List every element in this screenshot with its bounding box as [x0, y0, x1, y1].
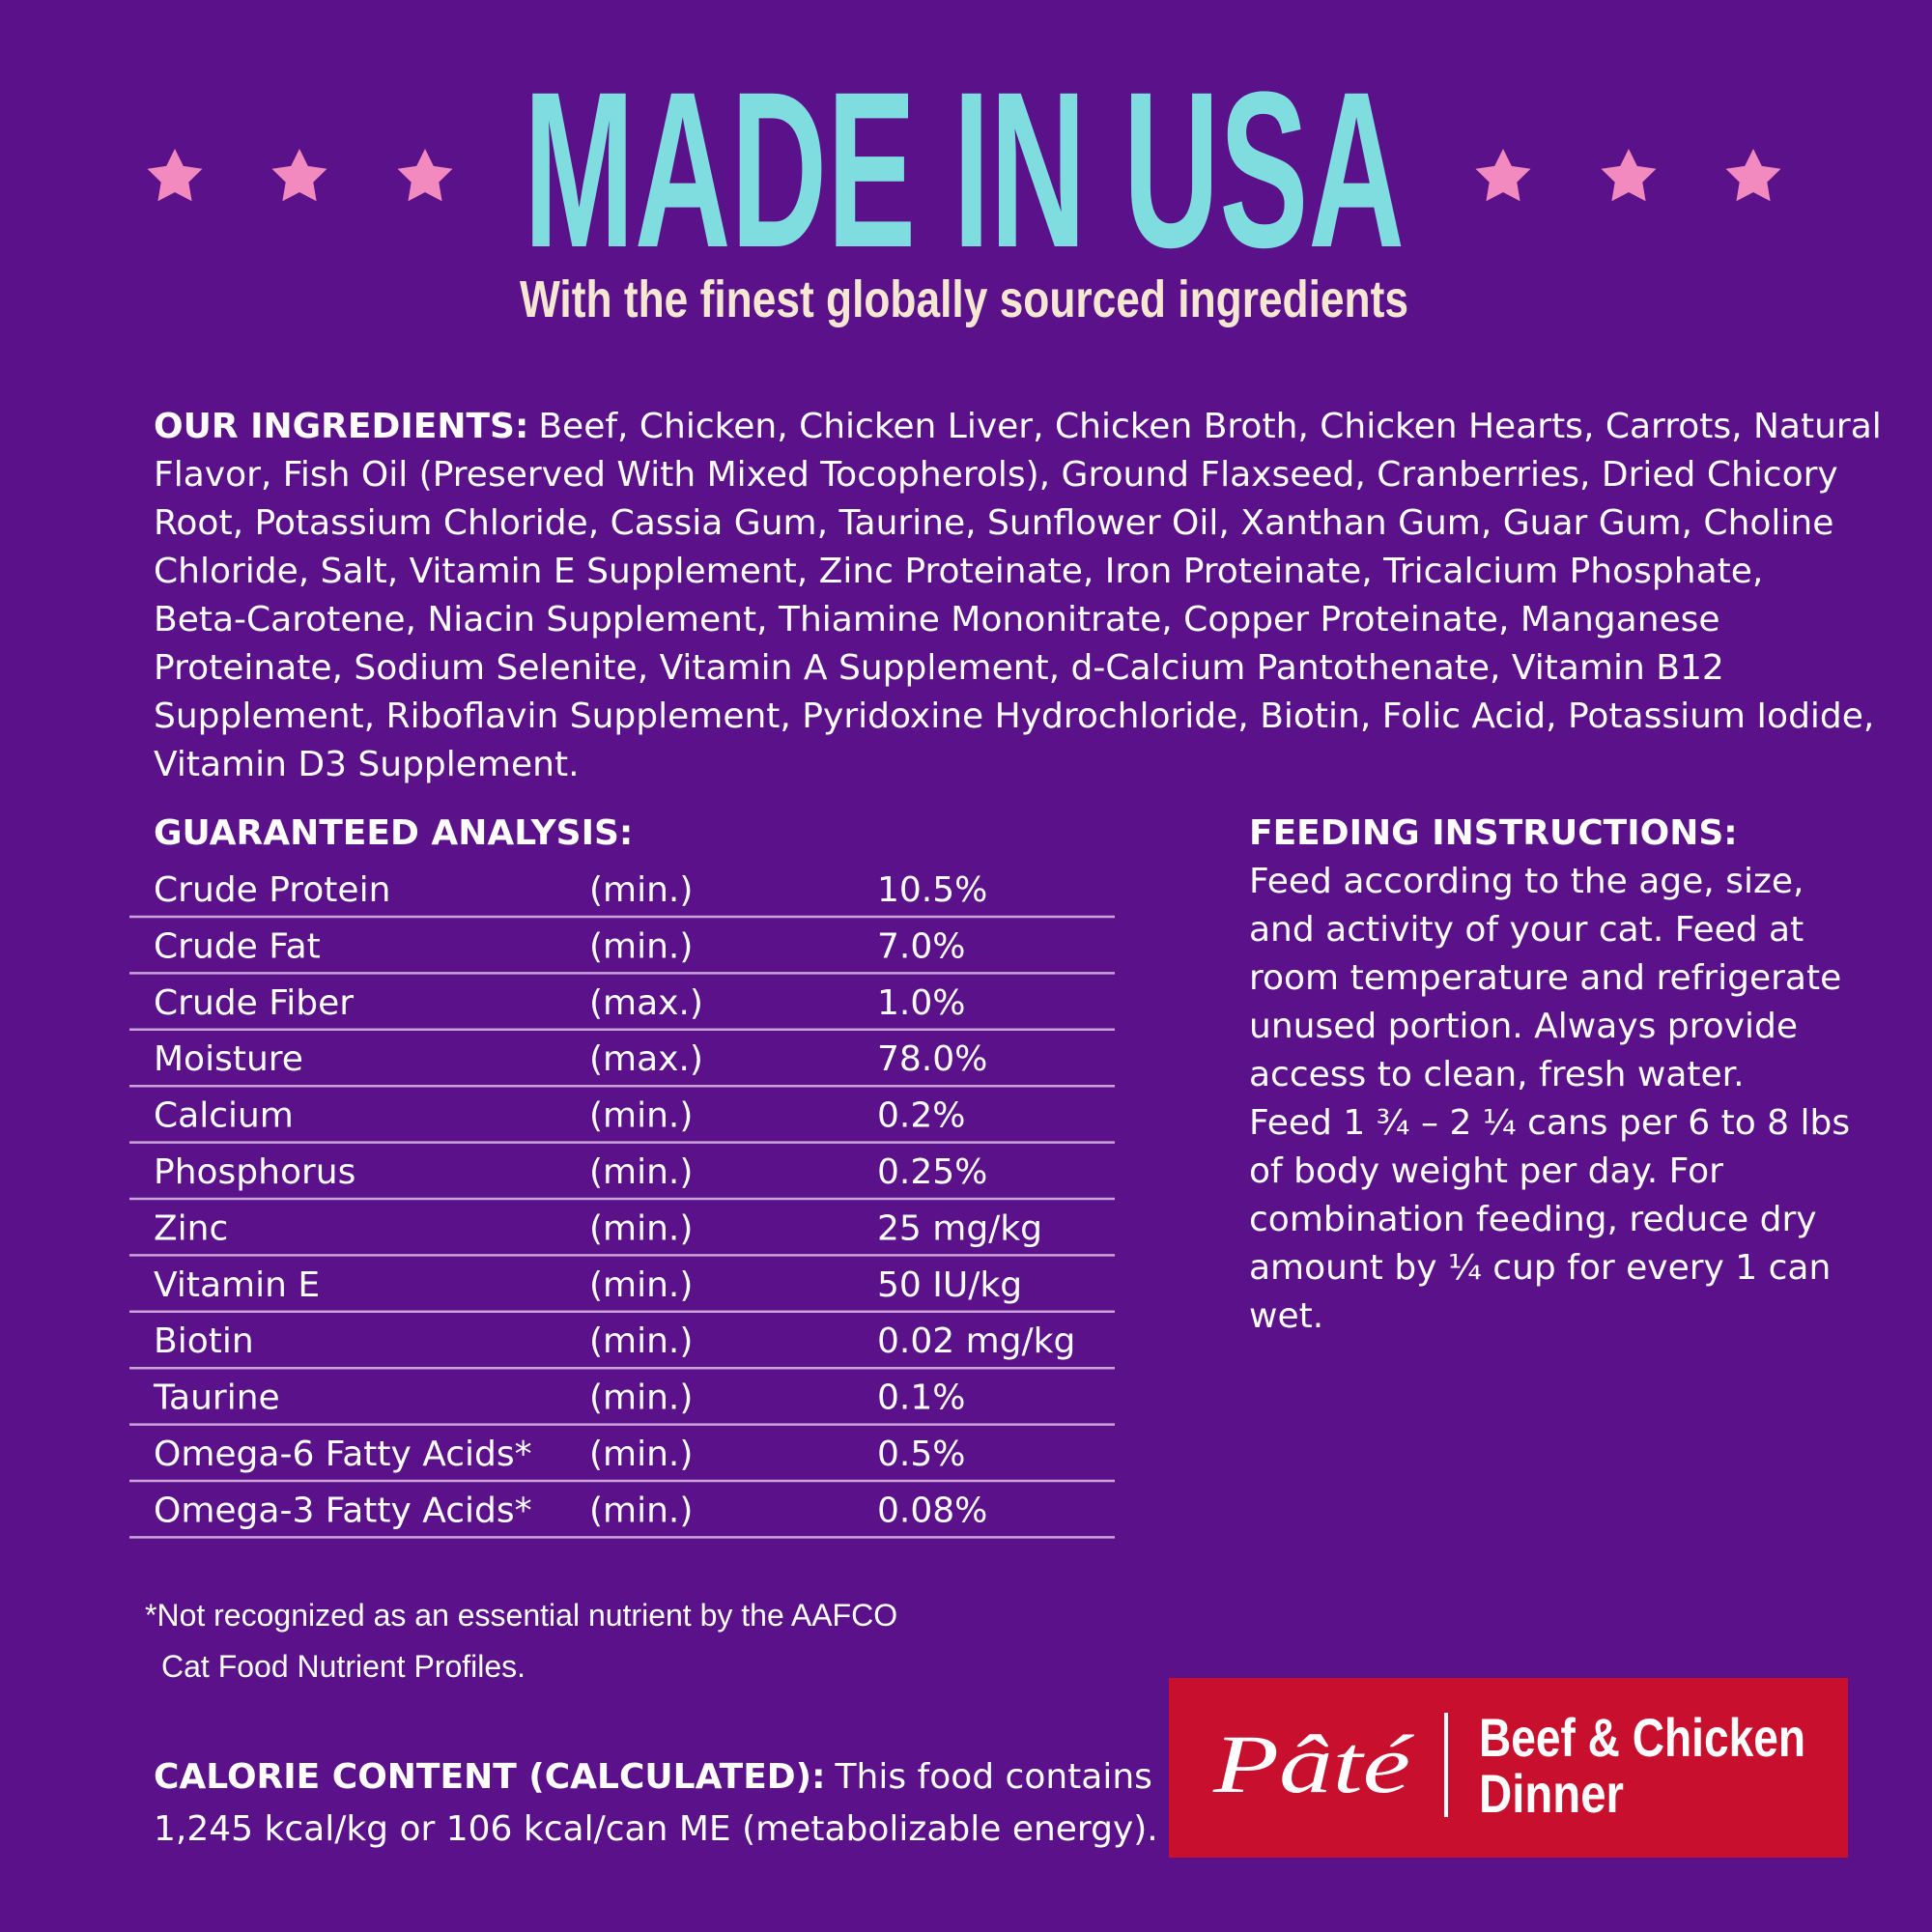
badge-style: Pâté: [1212, 1718, 1415, 1810]
headline: MADE IN USA: [524, 45, 1405, 294]
nutrient-value: 0.5%: [877, 1435, 965, 1474]
analysis-title: GUARANTEED ANALYSIS:: [154, 813, 633, 853]
nutrient-qualifier: (min.): [589, 1321, 693, 1361]
nutrient-value: 7.0%: [877, 926, 965, 966]
ingredients-line: Proteinate, Sodium Selenite, Vitamin A S…: [154, 648, 1724, 688]
feeding-line: combination feeding, reduce dry: [1249, 1200, 1817, 1239]
ingredients-line: Beta-Carotene, Niacin Supplement, Thiami…: [154, 600, 1720, 639]
nutrient-value: 0.2%: [877, 1096, 965, 1136]
nutrient-qualifier: (min.): [589, 1491, 693, 1530]
calorie-label: CALORIE CONTENT (CALCULATED):: [154, 1757, 826, 1797]
nutrient-name: Phosphorus: [154, 1152, 355, 1192]
product-badge: [1169, 1678, 1848, 1858]
ingredients-line: OUR INGREDIENTS: Beef, Chicken, Chicken L…: [154, 407, 1882, 446]
nutrient-value: 0.1%: [877, 1378, 965, 1418]
nutrient-name: Zinc: [154, 1208, 228, 1248]
footnote-line: *Not recognized as an essential nutrient…: [145, 1598, 897, 1633]
ingredients-line: Root, Potassium Chloride, Cassia Gum, Ta…: [154, 503, 1833, 543]
nutrient-qualifier: (max.): [589, 1039, 703, 1079]
feeding-line: unused portion. Always provide: [1249, 1007, 1798, 1046]
ingredients-line: Chloride, Salt, Vitamin E Supplement, Zi…: [154, 552, 1763, 591]
nutrient-qualifier: (min.): [589, 1435, 693, 1474]
feeding-line: and activity of your cat. Feed at: [1249, 910, 1804, 950]
nutrient-qualifier: (min.): [589, 1208, 693, 1248]
nutrient-qualifier: (min.): [589, 1096, 693, 1136]
nutrient-qualifier: (min.): [589, 870, 693, 910]
nutrient-name: Crude Fiber: [154, 983, 354, 1023]
nutrient-name: Vitamin E: [154, 1265, 320, 1305]
nutrient-value: 50 IU/kg: [877, 1265, 1022, 1305]
nutrient-qualifier: (min.): [589, 1378, 693, 1418]
calorie-line: CALORIE CONTENT (CALCULATED): This food c…: [154, 1757, 1152, 1797]
nutrient-value: 0.25%: [877, 1152, 987, 1192]
nutrient-value: 0.02 mg/kg: [877, 1321, 1075, 1361]
nutrient-name: Moisture: [154, 1039, 303, 1079]
ingredients-line: Vitamin D3 Supplement.: [154, 745, 580, 784]
nutrient-name: Taurine: [153, 1378, 280, 1418]
nutrient-qualifier: (min.): [589, 1152, 693, 1192]
feeding-line: wet.: [1249, 1296, 1323, 1336]
feeding-line: amount by ¼ cup for every 1 can: [1249, 1248, 1831, 1288]
nutrient-name: Crude Fat: [154, 926, 321, 966]
feeding-line: Feed according to the age, size,: [1249, 862, 1804, 901]
nutrient-qualifier: (max.): [589, 983, 703, 1023]
nutrient-name: Crude Protein: [154, 870, 390, 910]
nutrient-qualifier: (min.): [589, 1265, 693, 1305]
feeding-line: Feed 1 ¾ – 2 ¼ cans per 6 to 8 lbs: [1249, 1103, 1850, 1143]
badge-name: Dinner: [1479, 1763, 1624, 1824]
nutrient-name: Omega-3 Fatty Acids*: [154, 1491, 532, 1530]
nutrient-qualifier: (min.): [589, 926, 693, 966]
badge-name: Beef & Chicken: [1479, 1707, 1805, 1768]
nutrient-name: Omega-6 Fatty Acids*: [154, 1435, 532, 1474]
nutrient-value: 1.0%: [877, 983, 965, 1023]
footnote-line: Cat Food Nutrient Profiles.: [161, 1649, 526, 1684]
ingredients-line: Supplement, Riboflavin Supplement, Pyrid…: [154, 696, 1874, 736]
nutrient-name: Calcium: [154, 1096, 294, 1136]
calorie-line: 1,245 kcal/kg or 106 kcal/can ME (metabo…: [154, 1809, 1158, 1849]
nutrient-value: 0.08%: [877, 1491, 987, 1530]
nutrient-value: 78.0%: [877, 1039, 987, 1079]
feeding-title: FEEDING INSTRUCTIONS:: [1249, 813, 1738, 853]
ingredients-text: Beef, Chicken, Chicken Liver, Chicken Br…: [538, 407, 1881, 446]
nutrient-value: 10.5%: [877, 870, 987, 910]
feeding-line: access to clean, fresh water.: [1249, 1055, 1745, 1094]
feeding-line: room temperature and refrigerate: [1249, 958, 1841, 998]
ingredients-line: Flavor, Fish Oil (Preserved With Mixed T…: [154, 455, 1838, 495]
feeding-line: of body weight per day. For: [1249, 1151, 1723, 1191]
calorie-text: This food contains: [835, 1757, 1152, 1797]
nutrient-value: 25 mg/kg: [877, 1208, 1042, 1248]
nutrient-name: Biotin: [154, 1321, 254, 1361]
ingredients-label: OUR INGREDIENTS:: [154, 407, 528, 446]
subtitle: With the finest globally sourced ingredi…: [520, 270, 1408, 328]
